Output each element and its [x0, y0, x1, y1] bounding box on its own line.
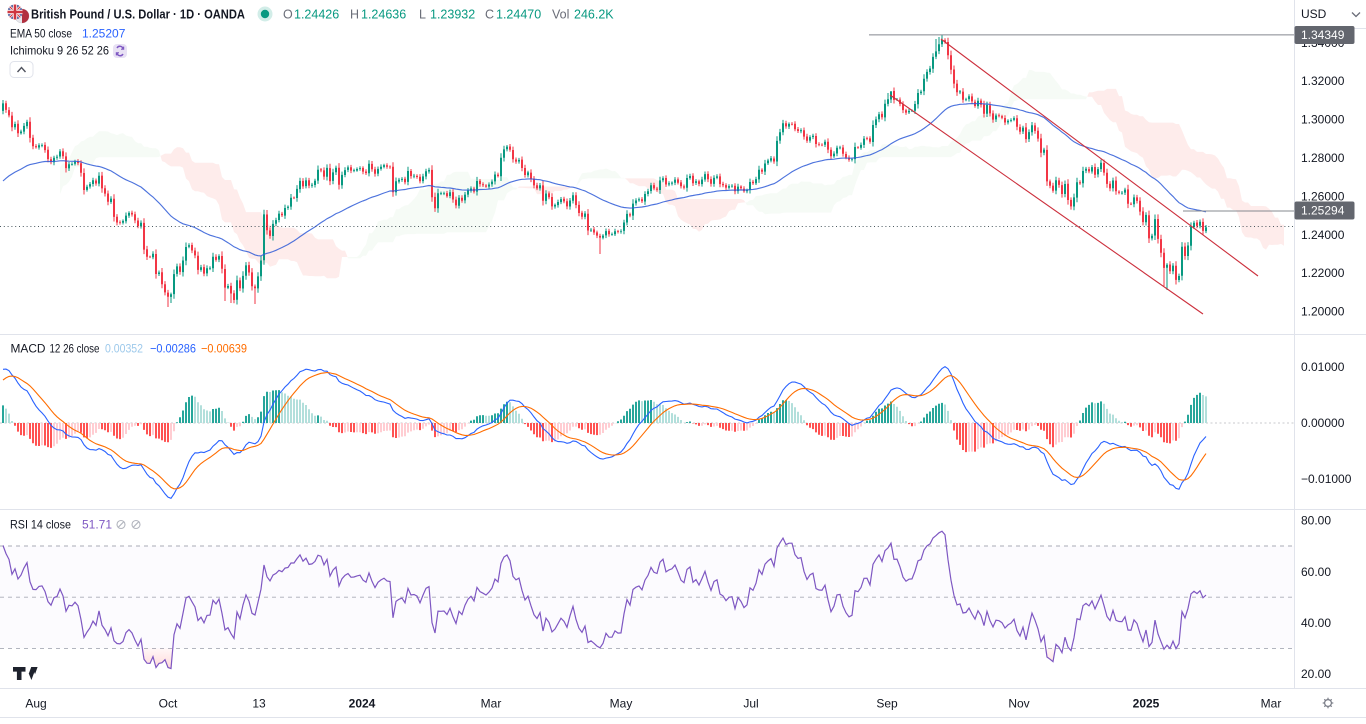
svg-text:2025: 2025 [1133, 697, 1160, 711]
svg-text:1.25294: 1.25294 [1301, 204, 1345, 218]
svg-text:British Pound / U.S. Dollar ·: British Pound / U.S. Dollar · 1D · OANDA [31, 8, 245, 22]
svg-text:1.24636: 1.24636 [361, 8, 406, 22]
svg-text:1.28000: 1.28000 [1301, 151, 1345, 165]
svg-text:−0.01000: −0.01000 [1301, 472, 1352, 486]
svg-text:O: O [283, 8, 293, 22]
svg-text:0.01000: 0.01000 [1301, 360, 1345, 374]
svg-text:Vol: Vol [552, 8, 569, 22]
svg-text:0.00000: 0.00000 [1301, 416, 1345, 430]
svg-text:1.34349: 1.34349 [1301, 28, 1345, 42]
svg-text:C: C [485, 8, 494, 22]
svg-text:Mar: Mar [1261, 697, 1282, 711]
svg-text:1.30000: 1.30000 [1301, 113, 1345, 127]
svg-text:12 26 close: 12 26 close [50, 342, 100, 356]
svg-text:USD: USD [1301, 7, 1327, 21]
svg-text:246.2K: 246.2K [574, 8, 614, 22]
svg-text:2024: 2024 [349, 697, 376, 711]
svg-text:60.00: 60.00 [1301, 565, 1331, 579]
svg-text:80.00: 80.00 [1301, 514, 1331, 528]
svg-text:EMA 50 close: EMA 50 close [10, 27, 72, 41]
svg-text:20.00: 20.00 [1301, 667, 1331, 681]
svg-text:1.24426: 1.24426 [294, 8, 339, 22]
svg-text:1.25207: 1.25207 [82, 27, 126, 41]
svg-text:1.24470: 1.24470 [496, 8, 541, 22]
svg-text:1.20000: 1.20000 [1301, 305, 1345, 319]
svg-text:0.00352: 0.00352 [105, 342, 143, 356]
svg-text:Mar: Mar [481, 697, 502, 711]
svg-text:1.26000: 1.26000 [1301, 189, 1345, 203]
svg-text:13: 13 [252, 697, 266, 711]
svg-text:40.00: 40.00 [1301, 616, 1331, 630]
svg-text:Jul: Jul [743, 697, 758, 711]
svg-text:RSI 14 close: RSI 14 close [10, 518, 71, 532]
svg-text:Aug: Aug [25, 697, 46, 711]
svg-text:Sep: Sep [876, 697, 898, 711]
svg-text:H: H [350, 8, 359, 22]
svg-text:Ichimoku 9 26 52 26: Ichimoku 9 26 52 26 [10, 44, 109, 58]
svg-text:51.71: 51.71 [82, 518, 112, 532]
svg-text:May: May [610, 697, 633, 711]
svg-text:−0.00639: −0.00639 [201, 342, 247, 356]
svg-text:−0.00286: −0.00286 [150, 342, 196, 356]
svg-text:1.23932: 1.23932 [430, 8, 475, 22]
svg-text:Oct: Oct [159, 697, 178, 711]
svg-text:1.32000: 1.32000 [1301, 74, 1345, 88]
svg-text:L: L [419, 8, 426, 22]
svg-text:1.24000: 1.24000 [1301, 228, 1345, 242]
svg-text:Nov: Nov [1008, 697, 1029, 711]
svg-text:1.22000: 1.22000 [1301, 266, 1345, 280]
svg-text:MACD: MACD [11, 342, 46, 356]
